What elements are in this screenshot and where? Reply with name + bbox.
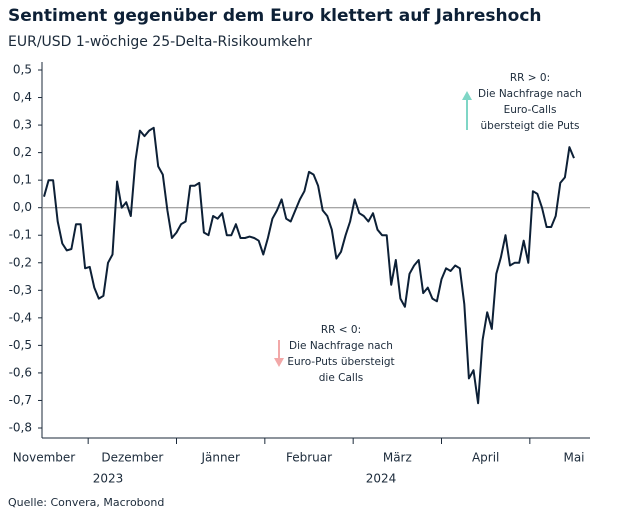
year-label: 2023 [93,472,124,486]
y-tick-label: -0,7 [9,393,32,407]
x-tick-label: Jänner [200,451,239,465]
y-tick-label: -0,1 [9,228,32,242]
y-tick-label: -0,8 [9,421,32,435]
y-tick-label: -0,6 [9,365,32,379]
x-tick-label: Februar [286,451,332,465]
annotation: Euro-Calls [504,104,557,116]
x-tick-label: Mai [563,451,584,465]
annotation: die Calls [319,372,363,384]
annotation: übersteigt die Puts [481,120,580,132]
y-tick-label: -0,4 [9,310,32,324]
x-tick-label: März [383,451,412,465]
annotation: RR > 0: [510,72,550,84]
y-tick-label: -0,2 [9,255,32,269]
y-tick-label: -0,5 [9,338,32,352]
x-tick-label: November [13,451,75,465]
annotation: Die Nachfrage nach [289,340,393,352]
arrow-up-head [462,91,472,100]
y-tick-label: 0,1 [13,173,32,187]
y-tick-label: 0,4 [13,90,32,104]
chart-subtitle: EUR/USD 1-wöchige 25-Delta-Risikoumkehr [8,34,312,50]
arrow-down-head [274,358,284,367]
annotation: Die Nachfrage nach [478,88,582,100]
annotation: RR < 0: [321,324,361,336]
line [43,126,575,405]
y-tick-label: 0,5 [13,63,32,77]
annotation: Euro-Puts übersteigt [287,356,394,368]
x-tick-label: Dezember [101,451,163,465]
y-tick-label: 0,3 [13,118,32,132]
y-tick-label: 0,0 [13,200,32,214]
year-label: 2024 [366,472,397,486]
y-tick-label: -0,3 [9,283,32,297]
source: Quelle: Convera, Macrobond [8,496,164,509]
x-tick-label: April [472,451,499,465]
chart-title: Sentiment gegenüber dem Euro klettert au… [8,6,542,26]
y-tick-label: 0,2 [13,145,32,159]
